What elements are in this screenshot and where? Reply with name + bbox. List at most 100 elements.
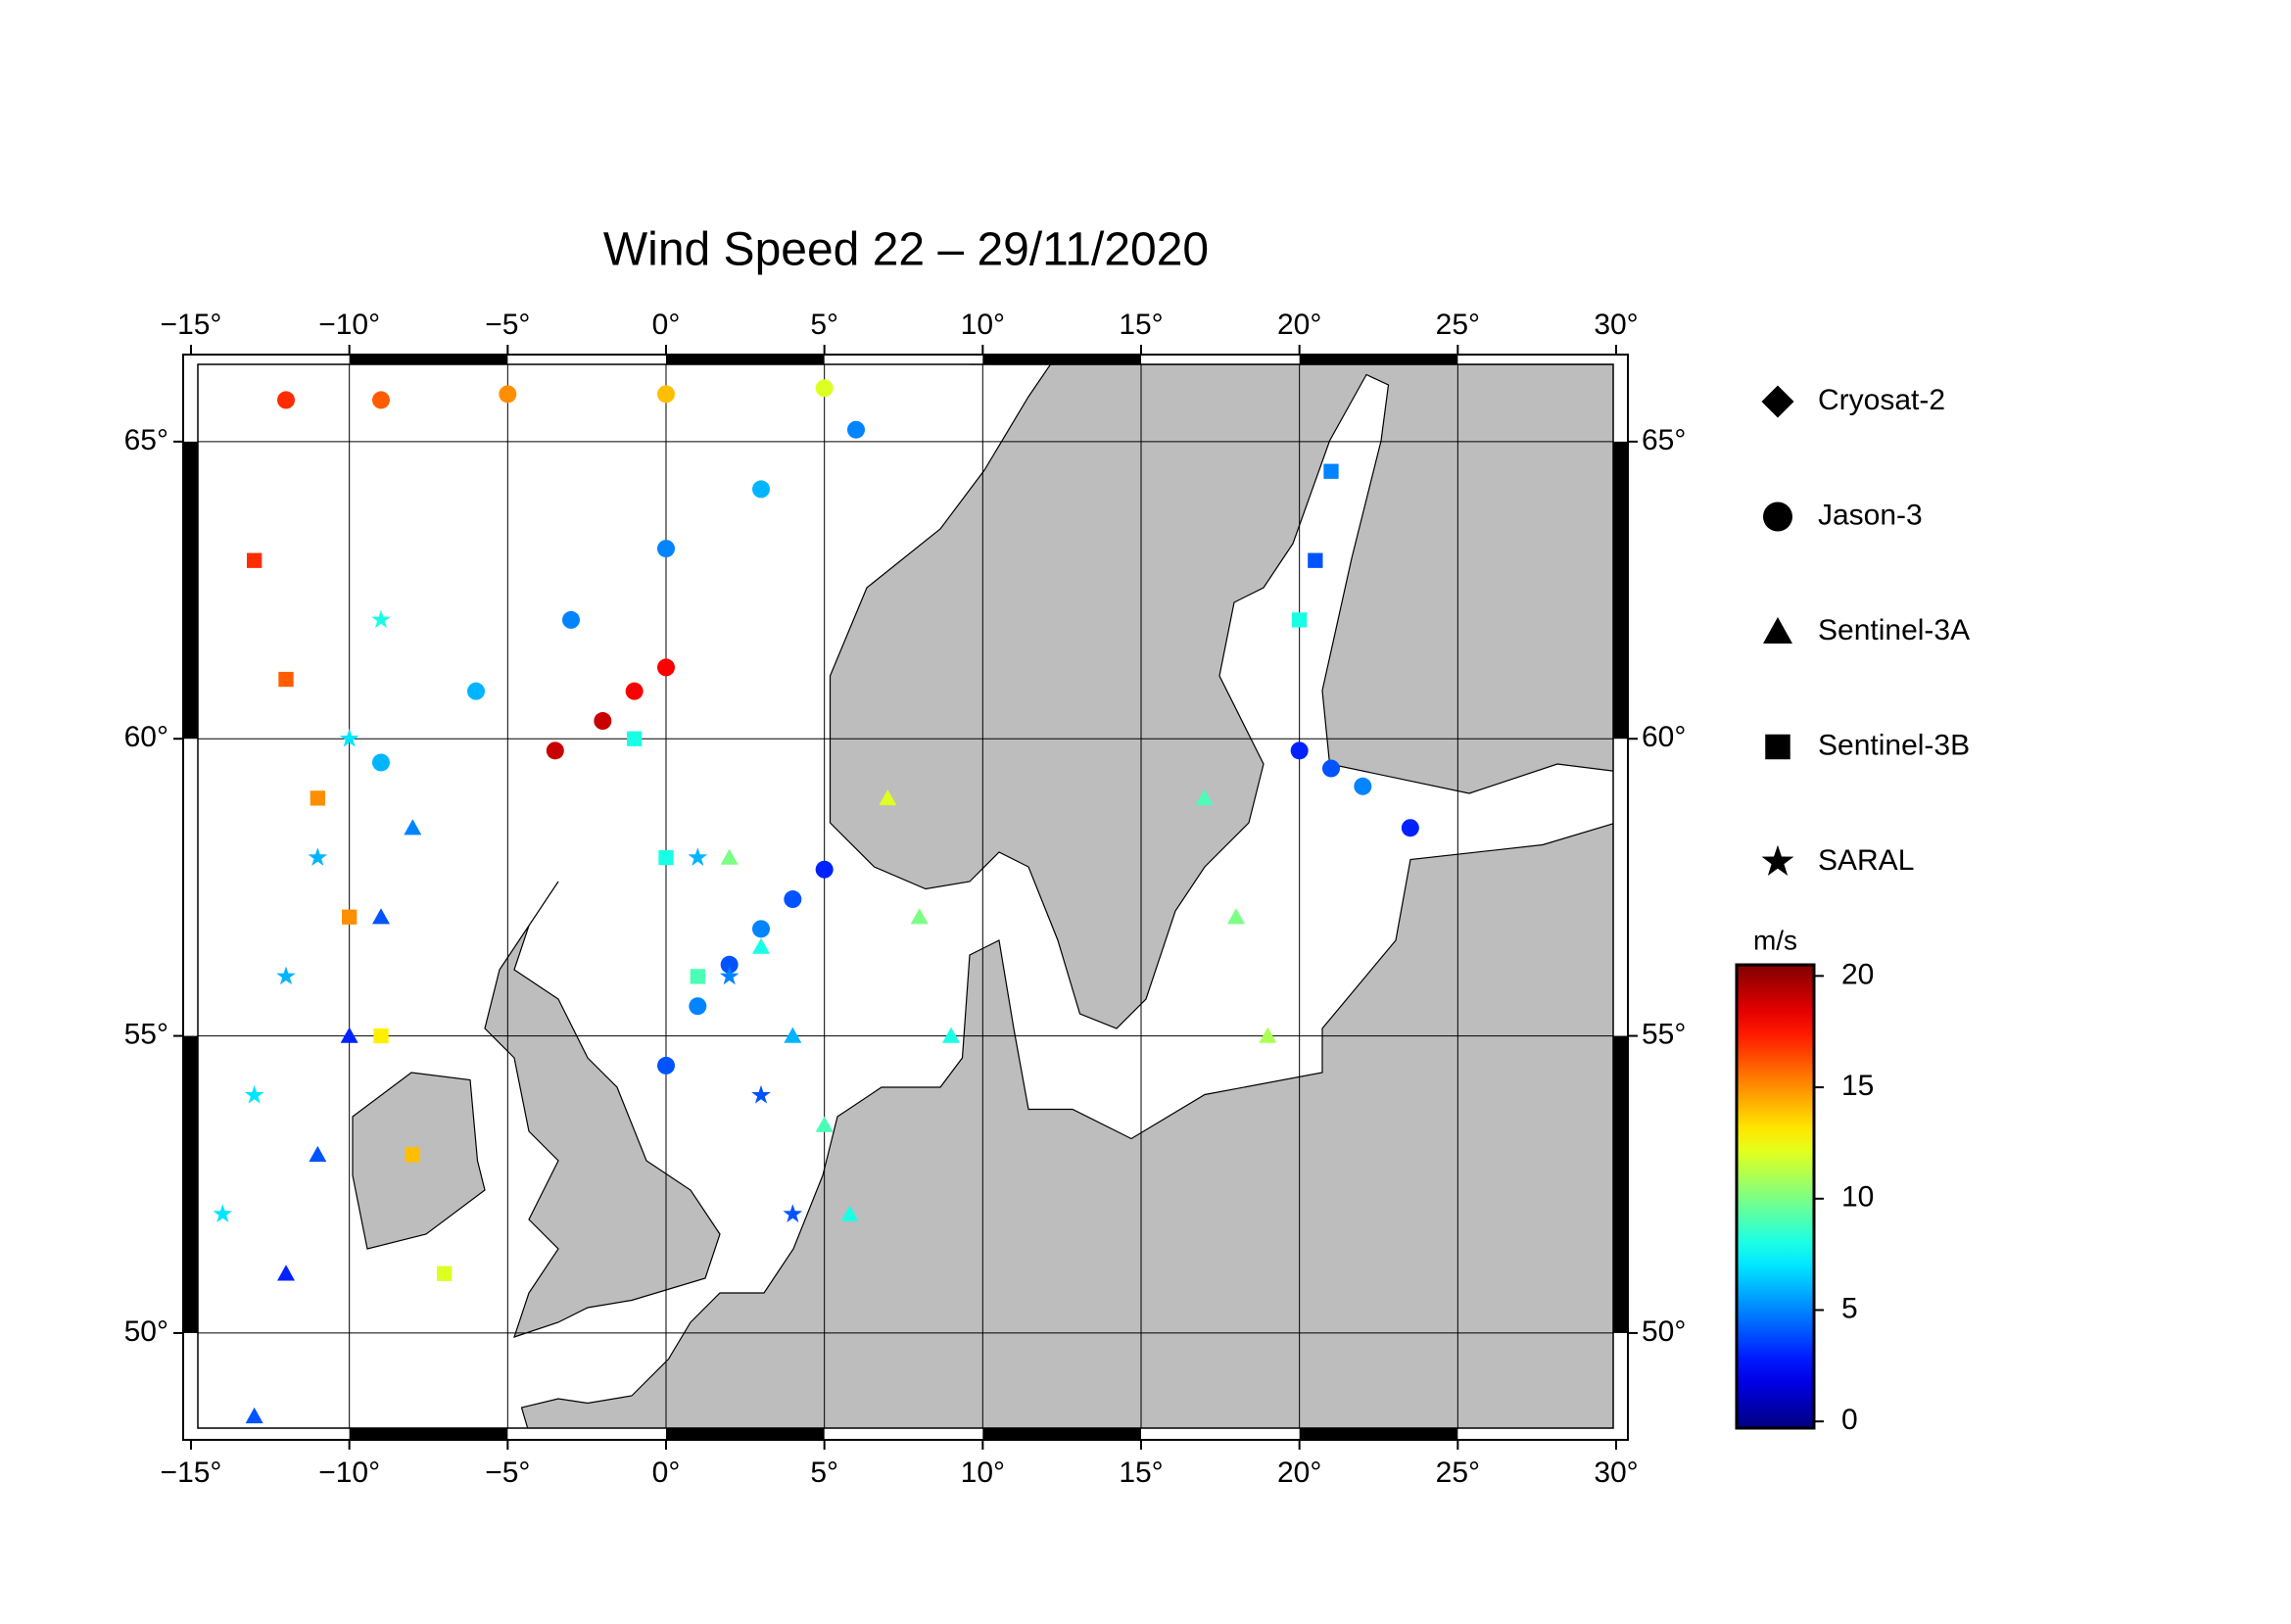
point: [342, 909, 358, 925]
frame-bar: [183, 1035, 198, 1333]
y-tick-label: 55°: [124, 1018, 168, 1050]
land: [352, 364, 1613, 1428]
x-tick-label: −5°: [485, 1457, 530, 1489]
point: [1763, 617, 1792, 644]
point: [815, 1116, 834, 1132]
point: [278, 671, 294, 688]
point: [594, 712, 612, 731]
frame-bar: [1613, 441, 1628, 740]
frame-bar: [982, 355, 1141, 364]
point: [625, 682, 644, 700]
legend-label: Sentinel-3B: [1818, 729, 1970, 761]
colorbar-tick-label: 10: [1841, 1181, 1874, 1214]
point: [942, 1027, 960, 1043]
y-tick-label: 50°: [124, 1315, 168, 1348]
point: [244, 1084, 264, 1104]
y-tick-label: 65°: [124, 424, 168, 456]
point: [847, 420, 865, 439]
point: [245, 1407, 263, 1424]
point: [309, 1145, 327, 1163]
point: [1763, 502, 1792, 532]
point: [1227, 908, 1245, 925]
x-tick-label: 10°: [961, 1457, 1005, 1489]
point: [752, 920, 770, 938]
point: [1323, 463, 1339, 479]
point: [1195, 788, 1214, 806]
point: [213, 1204, 233, 1222]
point: [340, 1027, 358, 1043]
x-tick-label: −10°: [318, 1457, 380, 1489]
x-tick-label: 15°: [1119, 309, 1163, 341]
point: [657, 658, 675, 677]
map-frame: [182, 354, 1629, 1441]
x-tick-label: 0°: [652, 1457, 681, 1489]
point: [879, 788, 897, 806]
point: [1308, 552, 1323, 568]
point: [277, 391, 295, 409]
legend-label: Jason-3: [1818, 499, 1923, 531]
point: [276, 966, 296, 985]
colorbar-tick-label: 20: [1841, 958, 1874, 990]
colorbar: m/s 0 5 10 15 20: [1735, 925, 1874, 1436]
x-tick-label: 20°: [1277, 1457, 1321, 1489]
point: [437, 1266, 453, 1281]
colorbar-scale: [1735, 963, 1816, 1430]
frame-bar: [666, 1428, 825, 1440]
point: [751, 1084, 771, 1104]
data-points: [213, 379, 1419, 1424]
point: [546, 741, 564, 760]
frame-bar: [982, 1428, 1141, 1440]
grid: [198, 364, 1613, 1428]
point: [310, 790, 325, 806]
colorbar-tick-label: 0: [1841, 1404, 1858, 1436]
x-tick-label: −5°: [485, 309, 530, 341]
point: [688, 847, 708, 866]
y-tick-label: 65°: [1642, 424, 1686, 456]
point: [1765, 734, 1790, 760]
point: [752, 480, 770, 499]
frame-bar: [349, 355, 508, 364]
point: [689, 997, 707, 1016]
x-tick-label: 5°: [810, 1457, 838, 1489]
x-tick-label: 30°: [1594, 1457, 1638, 1489]
point: [372, 753, 390, 772]
point: [1401, 819, 1419, 837]
point: [784, 890, 802, 909]
point: [657, 1056, 675, 1075]
x-tick-label: −15°: [161, 309, 222, 341]
point: [339, 728, 359, 747]
point: [371, 609, 391, 629]
x-tick-label: 25°: [1436, 1457, 1480, 1489]
y-tick-label: 55°: [1642, 1018, 1686, 1050]
point: [1761, 385, 1794, 418]
legend-label: SARAL: [1818, 844, 1914, 877]
point: [719, 966, 740, 985]
point: [467, 682, 485, 700]
point: [815, 860, 834, 879]
point: [372, 908, 390, 925]
point: [752, 937, 770, 954]
great-britain: [484, 881, 721, 1338]
colorbar-label: m/s: [1753, 925, 1797, 955]
point: [783, 1204, 803, 1222]
x-tick-label: 10°: [961, 309, 1005, 341]
point: [627, 731, 643, 746]
y-tick-label: 60°: [124, 721, 168, 753]
chart-title: Wind Speed 22 – 29/11/2020: [603, 224, 1209, 276]
point: [1259, 1027, 1277, 1043]
x-tick-label: 15°: [1119, 1457, 1163, 1489]
point: [373, 1027, 389, 1044]
legend: Cryosat-2 Jason-3 Sentinel-3A Sentinel-3B SA…: [1761, 384, 1970, 877]
x-tick-label: 30°: [1594, 309, 1638, 341]
x-tick-label: 0°: [652, 309, 681, 341]
point: [658, 849, 674, 866]
point: [840, 1205, 859, 1221]
point: [404, 819, 422, 836]
continent: [520, 823, 1613, 1428]
point: [720, 848, 739, 865]
point: [1290, 741, 1309, 760]
frame-ticks: −15° −15° −10° −10° −5° −5° 0° 0° 5° 5° 10° 10° 15° 1…: [124, 309, 1687, 1489]
frame-bar: [349, 1428, 508, 1440]
